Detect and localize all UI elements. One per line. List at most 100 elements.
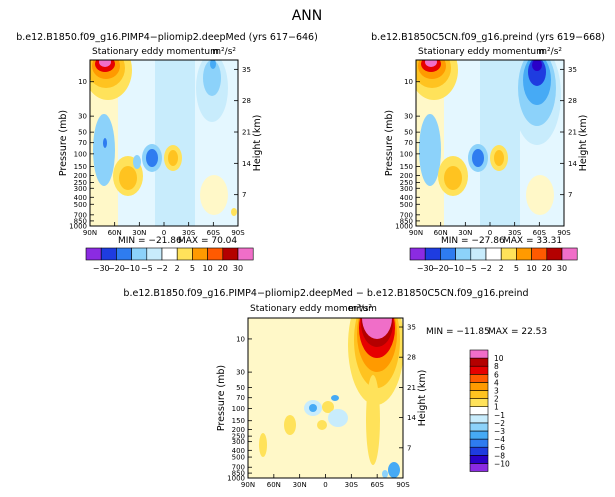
colorbar-swatch bbox=[424, 247, 441, 261]
y-tick-label: 70 bbox=[78, 139, 87, 147]
y2-tick-label: 35 bbox=[407, 324, 416, 332]
y2-tick-label: 21 bbox=[407, 384, 416, 392]
y-tick-label: 250 bbox=[232, 433, 245, 441]
panel-b-trop-positive-core bbox=[494, 150, 504, 166]
panel-c-nh-mid-positive bbox=[284, 415, 296, 435]
y-tick-label: 500 bbox=[232, 454, 245, 462]
panel-b-field bbox=[416, 60, 564, 226]
x-tick-label: 60N bbox=[434, 229, 448, 237]
y-tick-label: 50 bbox=[236, 384, 245, 392]
colorbar-swatch bbox=[161, 247, 178, 261]
panel-b-sh-lower-yellow bbox=[526, 175, 554, 215]
y-tick-label: 700 bbox=[74, 211, 87, 219]
y-tick-label: 100 bbox=[74, 150, 87, 158]
y2-tick-label: 7 bbox=[407, 444, 411, 452]
y2-axis-title: Height (km) bbox=[252, 115, 263, 172]
y-tick-label: 50 bbox=[78, 129, 87, 137]
y-tick-label: 400 bbox=[232, 447, 245, 455]
colorbar-swatch bbox=[469, 382, 489, 391]
panel-a: b.e12.B1850.f09_g16.PIMP4−pliomip2.deepM… bbox=[16, 32, 318, 273]
panel-a-field bbox=[90, 60, 238, 226]
x-tick-label: 60S bbox=[533, 229, 547, 237]
y-tick-label: 250 bbox=[400, 179, 413, 187]
y-axis-title: Pressure (mb) bbox=[384, 110, 395, 176]
colorbar-swatch bbox=[85, 247, 102, 261]
x-tick-label: 90N bbox=[83, 229, 97, 237]
colorbar-label: 30 bbox=[233, 264, 243, 273]
y-tick-label: 1000 bbox=[227, 475, 245, 483]
colorbar-swatch bbox=[561, 247, 578, 261]
x-tick-label: 60N bbox=[267, 481, 281, 489]
colorbar-label: 10 bbox=[203, 264, 213, 273]
y-tick-label: 850 bbox=[232, 470, 245, 478]
colorbar-swatch bbox=[469, 373, 489, 383]
panel-c-sh-surface-negative bbox=[388, 462, 400, 478]
panel-a-trop-positive-core bbox=[168, 150, 178, 166]
colorbar-label: 5 bbox=[190, 264, 195, 273]
y-tick-label: 400 bbox=[74, 194, 87, 202]
y-tick-label: 10 bbox=[236, 335, 245, 343]
y-tick-label: 50 bbox=[404, 129, 413, 137]
colorbar-swatch bbox=[409, 247, 426, 261]
panel-c-min-label: MIN = −11.85 bbox=[426, 327, 490, 337]
panel-b-units: m²/s² bbox=[538, 47, 562, 57]
y-tick-label: 70 bbox=[404, 139, 413, 147]
y-tick-label: 500 bbox=[400, 201, 413, 209]
colorbar-swatch bbox=[485, 247, 502, 261]
colorbar-swatch bbox=[207, 247, 224, 261]
panel-c-nh-lower-positive bbox=[259, 433, 267, 457]
y-tick-label: 150 bbox=[232, 417, 245, 425]
colorbar-label: 10 bbox=[527, 264, 537, 273]
colorbar-label: −2 bbox=[480, 264, 492, 273]
x-tick-label: 30S bbox=[182, 229, 196, 237]
colorbar-swatch bbox=[222, 247, 239, 261]
y-tick-label: 30 bbox=[404, 113, 413, 121]
colorbar-label: −4 bbox=[494, 435, 505, 444]
y-tick-label: 100 bbox=[232, 405, 245, 413]
panel-a-colorbar: −30−20−10 −5 −2 2 5 10 20 30 bbox=[85, 247, 254, 273]
panel-b-title: b.e12.B1850C5CN.f09_g16.preind (yrs 619−… bbox=[371, 32, 605, 43]
colorbar-label: −30 bbox=[93, 264, 110, 273]
panel-b-colorbar: −30−20−10 −5 −2 2 5 10 20 30 bbox=[409, 247, 578, 273]
y2-tick-label: 14 bbox=[568, 160, 577, 168]
colorbar-label: 5 bbox=[514, 264, 519, 273]
panel-c-sh-column-yellow bbox=[366, 375, 380, 465]
x-tick-label: 60S bbox=[207, 229, 221, 237]
panel-a-max-label: MAX = 70.04 bbox=[178, 236, 237, 246]
colorbar-swatch bbox=[469, 422, 489, 432]
panel-a-subtitle: Stationary eddy momentum bbox=[92, 47, 219, 57]
colorbar-swatch bbox=[146, 247, 163, 261]
x-tick-label: 30N bbox=[132, 229, 146, 237]
colorbar-swatch bbox=[470, 247, 487, 261]
panel-b-subtitle: Stationary eddy momentum bbox=[418, 47, 545, 57]
colorbar-swatch bbox=[469, 365, 489, 375]
colorbar-label: −30 bbox=[417, 264, 434, 273]
panel-a-sh-upper-negative-core bbox=[203, 60, 221, 96]
y2-axis-title: Height (km) bbox=[578, 115, 589, 172]
panel-c-tropical-neutral-band bbox=[290, 318, 350, 478]
x-tick-label: 90N bbox=[409, 229, 423, 237]
panel-b-min-label: MIN = −27.86 bbox=[441, 236, 505, 246]
colorbar-swatch bbox=[192, 247, 208, 261]
panel-c-field bbox=[248, 318, 403, 478]
x-tick-label: 0 bbox=[488, 229, 492, 237]
panel-a-nh-upper-jet-core bbox=[99, 60, 111, 67]
x-tick-label: 60N bbox=[108, 229, 122, 237]
y-tick-label: 30 bbox=[236, 369, 245, 377]
y-tick-label: 850 bbox=[74, 217, 87, 225]
y2-tick-label: 21 bbox=[242, 129, 251, 137]
y-tick-label: 300 bbox=[400, 185, 413, 193]
y2-tick-label: 35 bbox=[568, 66, 577, 74]
panel-a-trop-negative-core bbox=[146, 149, 158, 167]
colorbar-swatch bbox=[176, 247, 193, 261]
colorbar-swatch bbox=[516, 247, 532, 261]
colorbar-label: 20 bbox=[542, 264, 552, 273]
y-axis-title: Pressure (mb) bbox=[58, 110, 69, 176]
y-tick-label: 150 bbox=[400, 163, 413, 171]
colorbar-label: 3 bbox=[494, 387, 499, 396]
panel-c-max-label: MAX = 22.53 bbox=[488, 327, 547, 337]
y-tick-label: 300 bbox=[74, 185, 87, 193]
colorbar-label: −20 bbox=[432, 264, 449, 273]
y-tick-label: 1000 bbox=[395, 223, 413, 231]
colorbar-label: −20 bbox=[108, 264, 125, 273]
